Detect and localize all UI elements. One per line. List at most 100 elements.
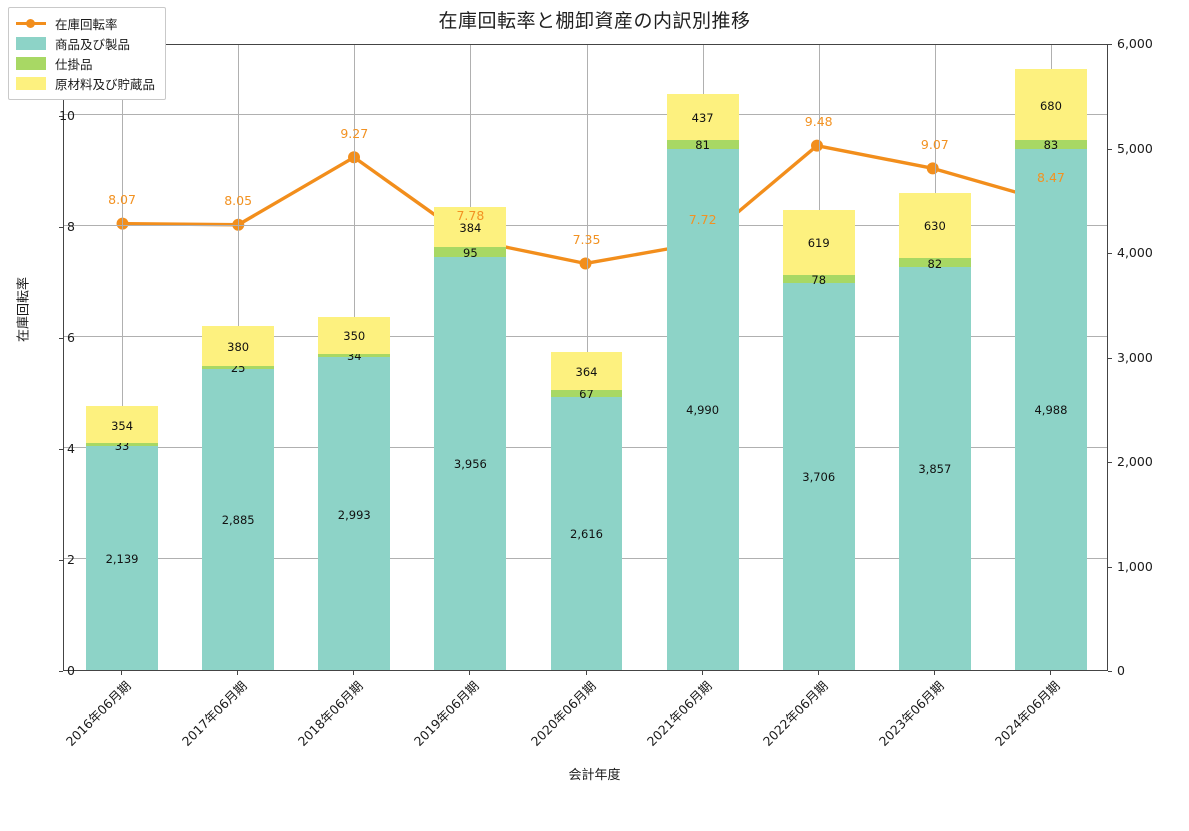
gridline-vertical — [122, 45, 124, 670]
bar-value-label: 619 — [807, 236, 830, 251]
y-axis-right-tickmark — [1108, 357, 1112, 359]
bar-segment — [1014, 69, 1087, 141]
y-axis-left-tick-label: 6 — [67, 330, 75, 346]
x-axis-tickmark — [1049, 671, 1051, 675]
bar-value-label: 3,706 — [802, 470, 836, 485]
line-value-label: 8.07 — [108, 192, 136, 208]
legend-item-label: 在庫回転率 — [55, 16, 118, 32]
bar-segment — [550, 389, 623, 397]
gridline-horizontal — [64, 114, 1107, 116]
bar-segment — [898, 192, 971, 259]
legend-item-label: 仕掛品 — [55, 56, 93, 72]
bar-value-label: 81 — [695, 138, 710, 153]
bar-segment — [782, 274, 855, 283]
bar-value-label: 2,993 — [337, 507, 371, 522]
x-axis-tickmark — [121, 671, 123, 675]
y-axis-left-tickmark — [59, 227, 63, 229]
y-axis-right-tickmark — [1108, 253, 1112, 254]
gridline-horizontal — [64, 225, 1107, 227]
line-value-label: 8.05 — [224, 193, 253, 209]
bar-value-label: 3,857 — [918, 462, 952, 477]
legend-line-marker-icon — [16, 17, 46, 30]
y-axis-left-title: 在庫回転率 — [16, 277, 32, 343]
bar-segment — [434, 246, 507, 257]
bar-value-label: 384 — [459, 220, 482, 235]
y-axis-left-tick-label: 8 — [67, 219, 75, 235]
line-value-label: 8.47 — [1037, 170, 1065, 186]
y-axis-right-tickmark — [1108, 566, 1112, 568]
line-data-point — [348, 151, 360, 164]
y-axis-right-tick-label: 2,000 — [1117, 454, 1153, 469]
y-axis-right-tick-label: 6,000 — [1117, 36, 1153, 51]
line-value-label: 9.27 — [340, 125, 369, 141]
plot-area: 2,139 33 354 2,885 25 380 2,993 34 350 3,956 95 384… — [63, 44, 1108, 671]
bar-value-label: 350 — [343, 329, 366, 344]
bar-value-label: 4,988 — [1034, 403, 1068, 418]
y-axis-left-tickmark — [59, 338, 63, 340]
legend-color-swatch — [16, 56, 46, 70]
x-axis-tickmark — [585, 671, 587, 675]
y-axis-right-tick-label: 0 — [1117, 663, 1125, 678]
line-value-label: 7.35 — [572, 232, 601, 248]
line-value-label: 9.48 — [804, 113, 833, 129]
legend-item[interactable]: 在庫回転率 — [16, 13, 155, 33]
bar-segment — [202, 368, 275, 670]
bar-segment — [86, 446, 159, 670]
bar-segment — [898, 258, 971, 267]
bar-value-label: 630 — [923, 219, 946, 234]
line-data-point — [811, 139, 823, 152]
gridline-horizontal — [64, 336, 1107, 338]
y-axis-right-tick-label: 4,000 — [1117, 245, 1153, 260]
x-axis-tickmark — [353, 671, 355, 675]
bar-value-label: 380 — [227, 340, 250, 355]
bar-segment — [782, 282, 855, 670]
bar-value-label: 95 — [463, 245, 478, 260]
bar-segment — [666, 148, 739, 670]
bar-segment — [434, 256, 507, 670]
bar-value-label: 437 — [691, 111, 714, 126]
bar-value-label: 354 — [111, 418, 134, 433]
legend-item-label: 原材料及び貯蔵品 — [55, 76, 156, 92]
y-axis-left-tick-label: 10 — [59, 108, 75, 124]
y-axis-right-tick-label: 3,000 — [1117, 349, 1153, 365]
bar-segment — [898, 266, 971, 670]
legend-color-swatch — [16, 76, 46, 90]
bar-value-label: 364 — [575, 364, 598, 379]
bar-segment — [434, 206, 507, 247]
y-axis-right-tickmark — [1108, 462, 1112, 463]
legend-item[interactable]: 原材料及び貯蔵品 — [16, 73, 155, 93]
bar-segment — [666, 140, 739, 149]
bar-value-label: 78 — [811, 272, 827, 287]
bar-value-label: 67 — [579, 387, 594, 402]
line-data-point — [926, 162, 939, 175]
bar-segment — [1014, 140, 1087, 149]
line-data-point — [579, 257, 592, 270]
bar-segment — [202, 326, 275, 366]
y-axis-left-tick-label: 4 — [67, 441, 75, 457]
bar-segment — [86, 443, 159, 447]
legend-item[interactable]: 商品及び製品 — [16, 33, 155, 53]
legend-item-label: 商品及び製品 — [55, 36, 131, 52]
bar-value-label: 82 — [927, 256, 943, 271]
bar-segment — [86, 406, 159, 444]
x-axis-tickmark — [469, 671, 471, 675]
bar-value-label: 2,885 — [221, 513, 255, 528]
x-axis-title: 会計年度 — [568, 768, 621, 783]
y-axis-left-tickmark — [59, 116, 63, 118]
y-axis-left-tickmark — [59, 671, 63, 672]
y-axis-right-tick-label: 1,000 — [1117, 558, 1153, 574]
bar-segment — [318, 357, 391, 670]
bar-value-label: 680 — [1039, 98, 1062, 113]
bar-value-label: 83 — [1043, 138, 1059, 153]
legend-color-swatch — [16, 36, 46, 50]
bar-segment — [318, 353, 391, 358]
y-axis-right-tick-label: 5,000 — [1117, 140, 1153, 156]
line-value-label: 9.07 — [920, 136, 949, 152]
x-axis-tickmark — [933, 671, 935, 675]
bar-segment — [666, 94, 739, 141]
chart-legend: 在庫回転率商品及び製品 仕掛品原材料及び貯蔵品 — [8, 7, 167, 100]
legend-item[interactable]: 仕掛品 — [16, 53, 155, 73]
y-axis-left-tickmark — [59, 560, 63, 562]
line-value-label: 7.72 — [688, 211, 717, 227]
line-value-label: 7.78 — [456, 208, 485, 224]
